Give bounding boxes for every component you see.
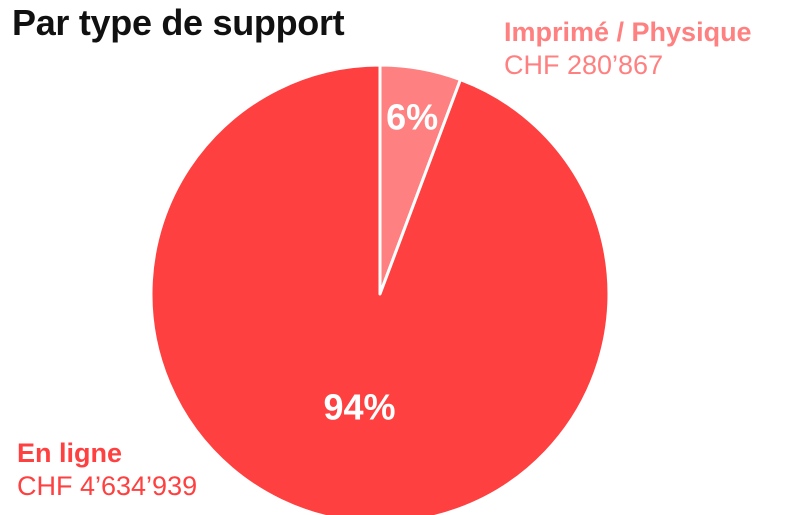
legend-value-physique: CHF 280’867 <box>504 50 664 80</box>
chart-title: Par type de support <box>12 2 345 43</box>
pie-slice-1 <box>149 63 611 515</box>
legend-label-physique: Imprimé / Physique <box>504 17 752 47</box>
legend-entry-physique: Imprimé / Physique CHF 280’867 <box>504 16 752 82</box>
slice-percent-label-1: 94% <box>323 387 395 428</box>
legend-value-en-ligne: CHF 4’634’939 <box>17 471 198 501</box>
slice-percent-label-0: 6% <box>386 96 438 137</box>
legend-label-en-ligne: En ligne <box>17 438 123 468</box>
legend-entry-en-ligne: En ligne CHF 4’634’939 <box>17 437 197 503</box>
